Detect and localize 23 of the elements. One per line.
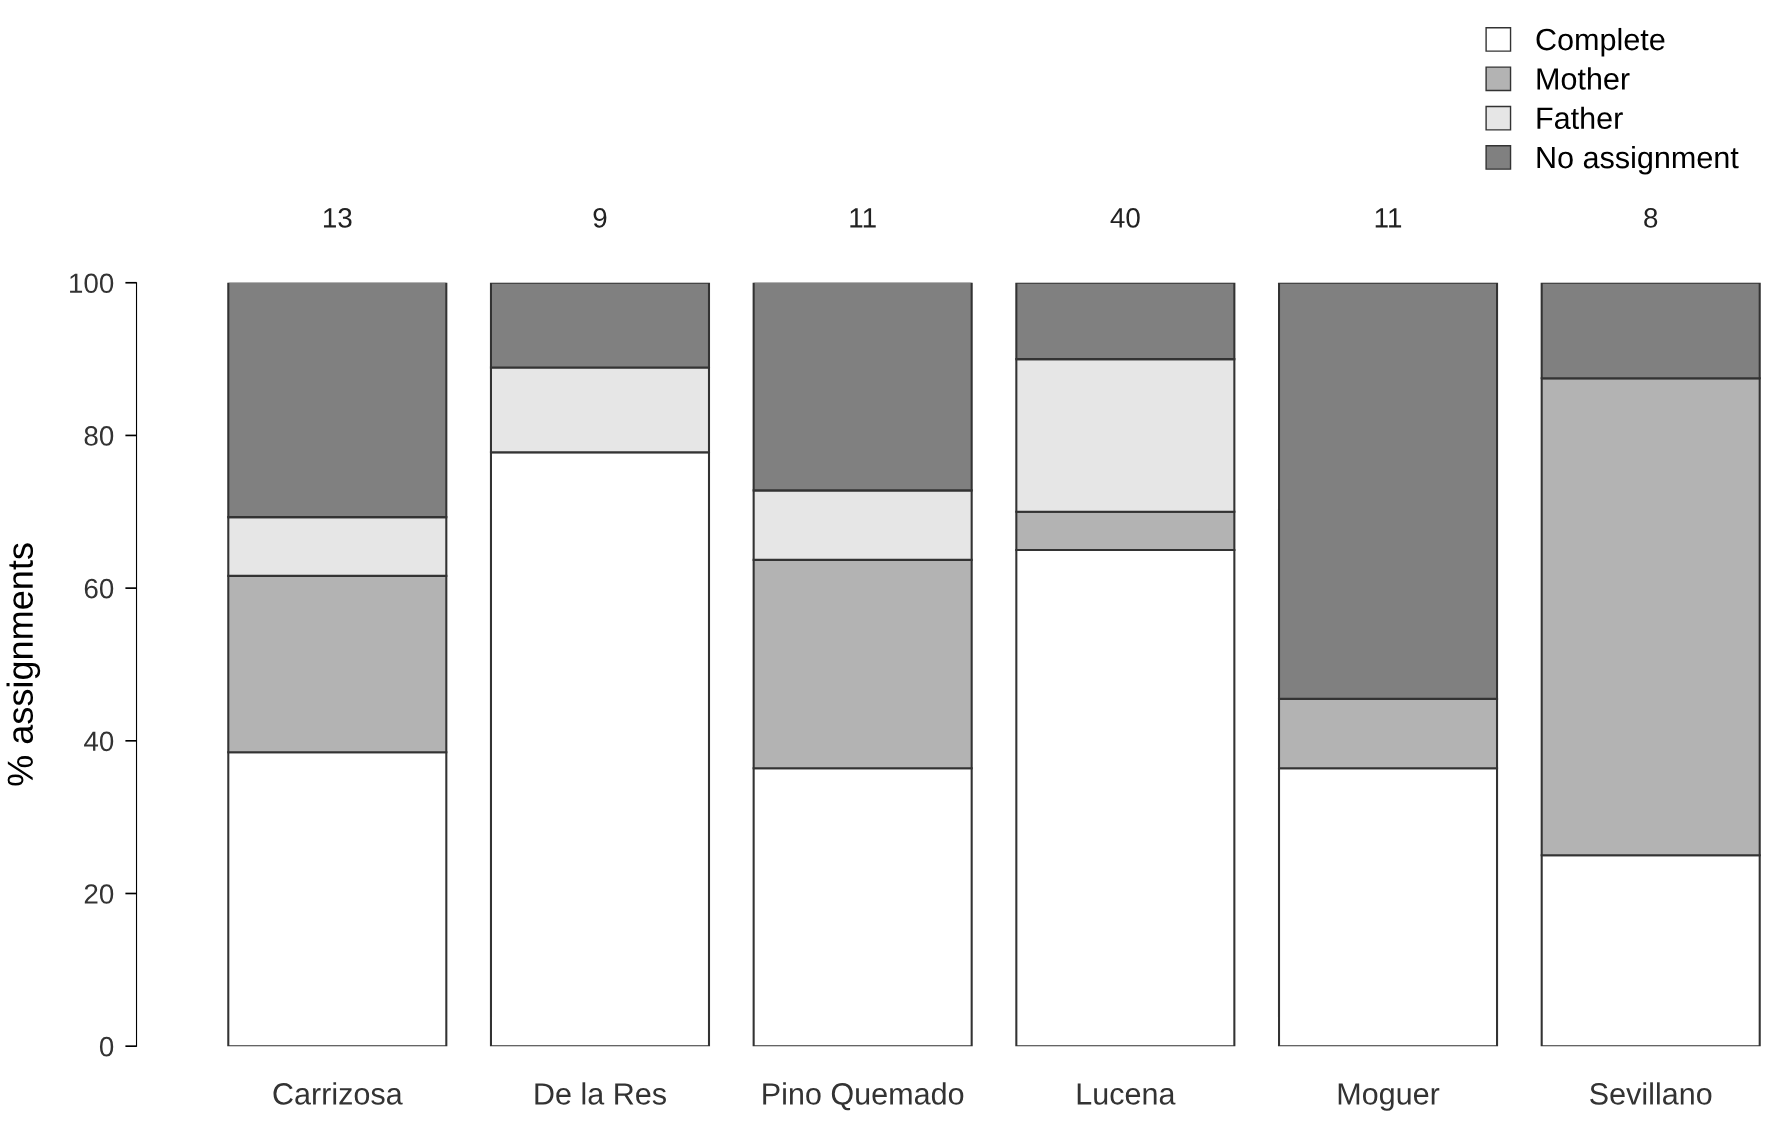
- x-tick-label: Sevillano: [1590, 1082, 1712, 1105]
- y-tick-label: 40: [84, 731, 114, 752]
- y-tick-label: 60: [84, 578, 114, 599]
- x-tick-label: Moguer: [1338, 1083, 1440, 1111]
- annotation: 8: [1644, 208, 1658, 228]
- annotation: 9: [593, 208, 607, 228]
- y-tick-label: 20: [84, 884, 114, 904]
- annotation: 11: [850, 208, 876, 228]
- legend-label: No assignment: [1537, 145, 1739, 175]
- annotation: 40: [1110, 208, 1140, 228]
- legend-label: Complete: [1536, 27, 1665, 57]
- y-tick-label: 80: [84, 426, 114, 446]
- x-tick-label: De la Res: [535, 1082, 666, 1105]
- annotation: 13: [323, 208, 352, 228]
- x-tick-label: Pino Quemado: [763, 1082, 964, 1111]
- x-tick-label: Carrizosa: [273, 1082, 403, 1105]
- legend-label: Father: [1537, 106, 1623, 130]
- y-tick-label: 100: [70, 273, 114, 294]
- y-axis-title: % assignments: [6, 543, 41, 786]
- legend-label: Mother: [1537, 67, 1630, 90]
- annotation: 11: [1375, 208, 1402, 228]
- x-tick-label: Lucena: [1077, 1083, 1176, 1105]
- y-tick-label: 0: [99, 1036, 114, 1057]
